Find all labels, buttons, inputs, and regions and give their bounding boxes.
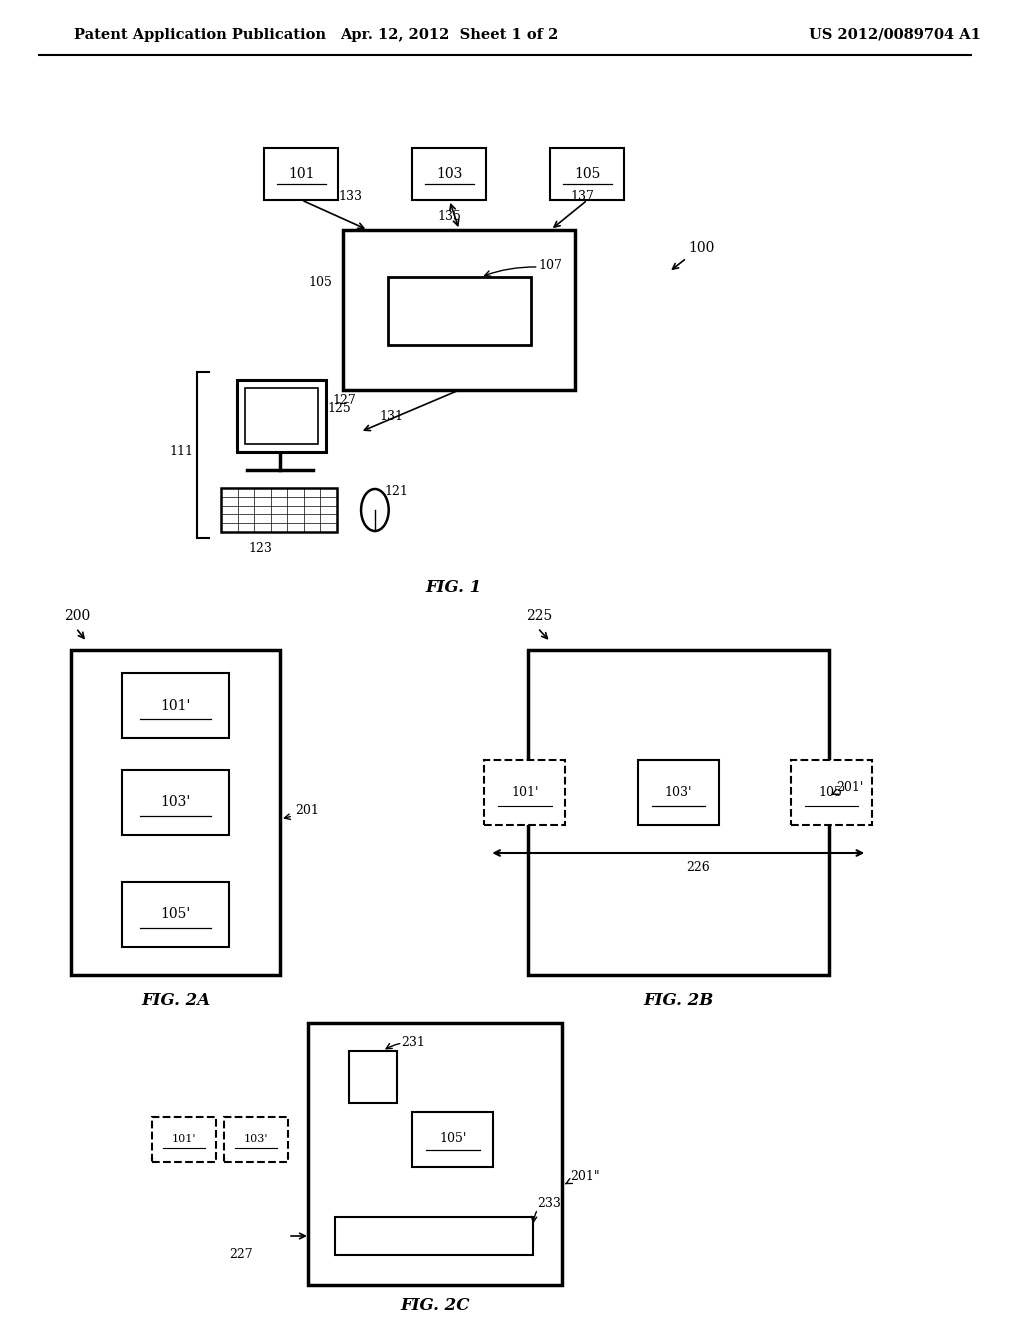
Bar bbox=[122, 770, 229, 836]
Bar bbox=[484, 760, 565, 825]
Bar bbox=[71, 649, 281, 975]
Text: 201: 201 bbox=[295, 804, 318, 817]
Bar bbox=[308, 1023, 562, 1284]
Bar bbox=[122, 882, 229, 946]
Bar bbox=[245, 388, 317, 444]
Bar bbox=[343, 230, 575, 389]
Text: 111: 111 bbox=[170, 445, 194, 458]
Text: 103: 103 bbox=[436, 168, 463, 181]
Text: 107: 107 bbox=[539, 259, 562, 272]
Text: 101': 101' bbox=[172, 1134, 197, 1144]
Text: 105': 105' bbox=[818, 785, 846, 799]
Text: 137: 137 bbox=[570, 190, 594, 203]
Text: Patent Application Publication: Patent Application Publication bbox=[74, 28, 326, 42]
Ellipse shape bbox=[361, 488, 389, 531]
Text: US 2012/0089704 A1: US 2012/0089704 A1 bbox=[809, 28, 981, 42]
Bar bbox=[551, 148, 625, 201]
Text: FIG. 2A: FIG. 2A bbox=[141, 993, 210, 1008]
Text: 105: 105 bbox=[309, 276, 333, 289]
Bar bbox=[221, 488, 337, 532]
Text: 135: 135 bbox=[437, 210, 462, 223]
Text: 100: 100 bbox=[688, 242, 715, 255]
Text: 225: 225 bbox=[526, 609, 552, 623]
Text: 233: 233 bbox=[538, 1197, 561, 1210]
Bar bbox=[336, 1217, 532, 1255]
Text: 101': 101' bbox=[161, 698, 190, 713]
Bar bbox=[638, 760, 719, 825]
Text: 200: 200 bbox=[65, 609, 90, 623]
Text: 127: 127 bbox=[333, 393, 356, 407]
Text: 201': 201' bbox=[837, 781, 864, 795]
Text: 231: 231 bbox=[401, 1036, 425, 1049]
Bar bbox=[792, 760, 872, 825]
Bar bbox=[413, 148, 486, 201]
Bar bbox=[237, 380, 326, 451]
Bar bbox=[413, 1111, 494, 1167]
Text: Apr. 12, 2012  Sheet 1 of 2: Apr. 12, 2012 Sheet 1 of 2 bbox=[340, 28, 558, 42]
Text: 121: 121 bbox=[385, 484, 409, 498]
Bar bbox=[152, 1117, 216, 1162]
Text: 201": 201" bbox=[570, 1171, 600, 1184]
Bar bbox=[527, 649, 828, 975]
Text: FIG. 2C: FIG. 2C bbox=[400, 1298, 470, 1313]
Bar bbox=[122, 673, 229, 738]
Text: 226: 226 bbox=[686, 861, 710, 874]
Text: 133: 133 bbox=[338, 190, 362, 203]
Text: 101': 101' bbox=[511, 785, 539, 799]
Text: 105: 105 bbox=[574, 168, 601, 181]
Text: 103': 103' bbox=[244, 1134, 268, 1144]
Bar bbox=[224, 1117, 288, 1162]
Text: 103': 103' bbox=[665, 785, 692, 799]
Text: FIG. 1: FIG. 1 bbox=[426, 579, 482, 597]
Text: FIG. 2B: FIG. 2B bbox=[643, 993, 714, 1008]
Text: 105': 105' bbox=[161, 908, 190, 921]
Text: 123: 123 bbox=[249, 543, 272, 554]
Text: 125: 125 bbox=[328, 403, 351, 414]
Text: 105': 105' bbox=[439, 1133, 467, 1146]
Text: 131: 131 bbox=[380, 411, 403, 422]
Bar bbox=[264, 148, 338, 201]
Text: 227: 227 bbox=[229, 1247, 253, 1261]
Text: 101: 101 bbox=[288, 168, 314, 181]
Bar bbox=[349, 1051, 396, 1104]
Text: 103': 103' bbox=[161, 796, 190, 809]
Bar bbox=[388, 277, 530, 345]
